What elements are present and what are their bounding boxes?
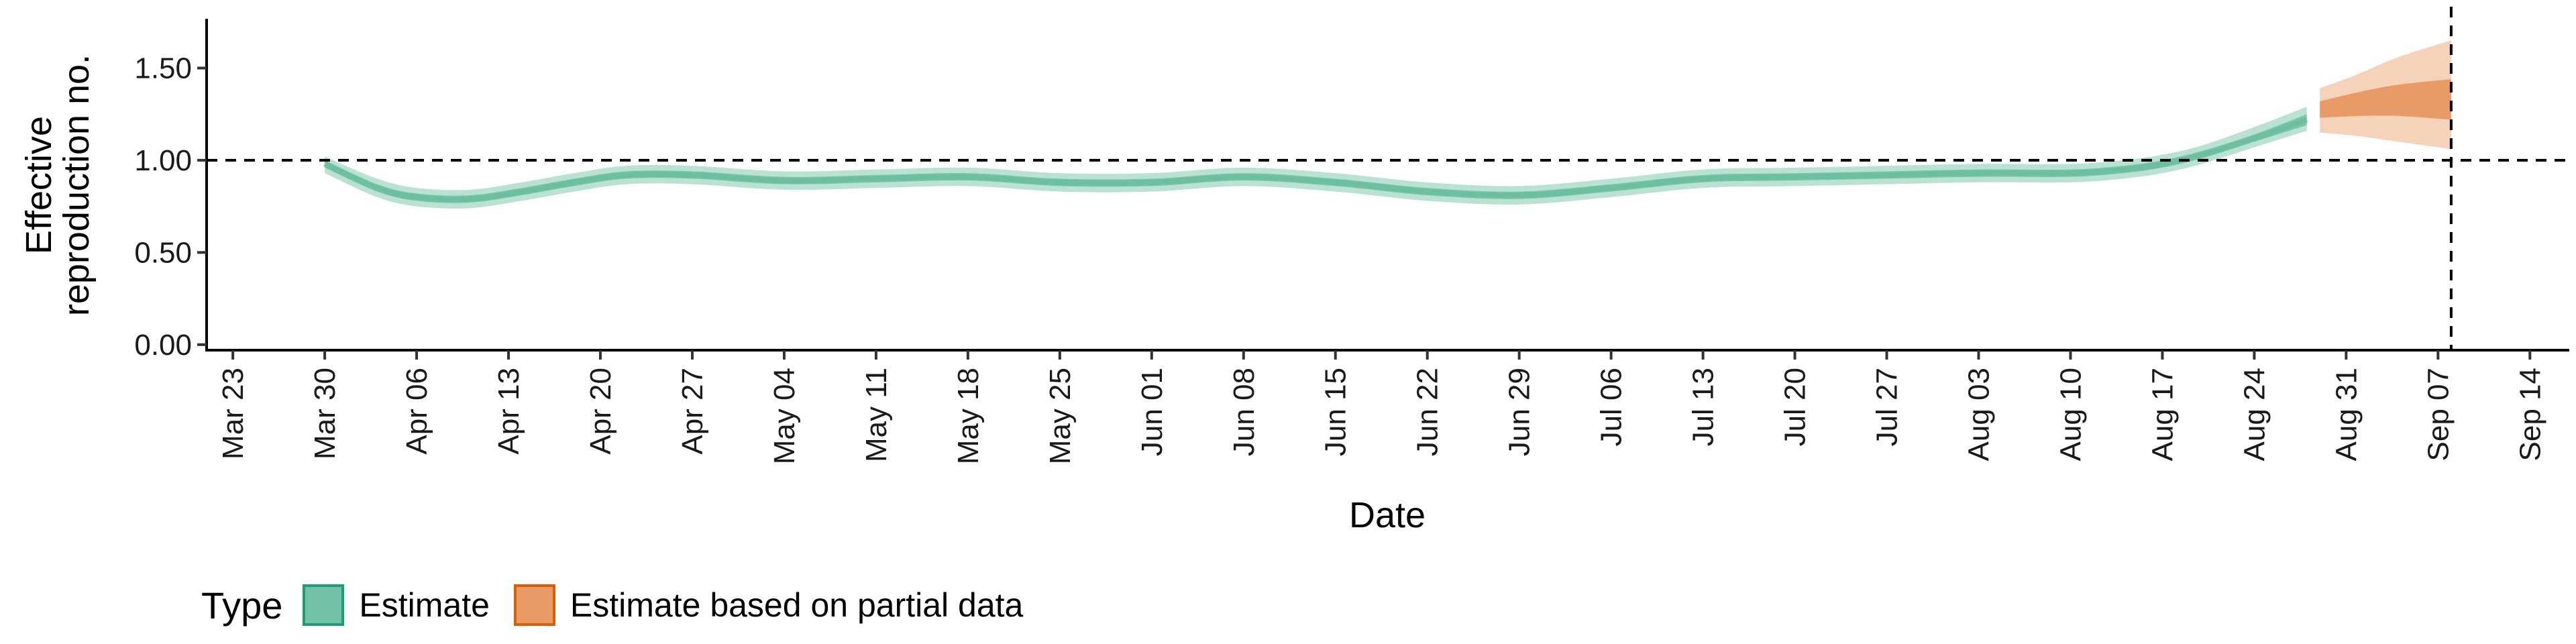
y-tick-label: 0.00 <box>134 329 192 362</box>
x-tick-label: Apr 20 <box>584 368 617 455</box>
x-tick-label: Jul 13 <box>1687 368 1720 446</box>
x-tick-label: Aug 17 <box>2146 368 2179 461</box>
x-tick-label: Jul 27 <box>1871 368 1904 446</box>
legend-item-estimate: Estimate <box>303 584 490 626</box>
x-tick-label: Jun 08 <box>1228 368 1260 456</box>
x-tick-label: Jun 01 <box>1136 368 1169 456</box>
band-90-estimate <box>325 107 2307 209</box>
x-tick-label: Aug 24 <box>2238 368 2271 461</box>
series-lines <box>323 117 2308 203</box>
legend-title: Type <box>201 584 283 627</box>
x-tick-label: Apr 27 <box>676 368 709 455</box>
chart: 0.00 0.50 1.00 1.50 Mar 23 Mar 30 Apr 06 Apr 1… <box>19 7 2569 535</box>
median-line-estimate <box>323 117 2308 203</box>
band-50-partial <box>2320 78 2451 120</box>
legend-item-partial: Estimate based on partial data <box>513 584 1024 626</box>
series-bands <box>325 40 2451 209</box>
x-tick-label: Mar 30 <box>309 368 341 460</box>
x-tick-label: Sep 14 <box>2514 368 2546 461</box>
x-tick-label: Apr 06 <box>400 368 433 455</box>
x-tick-label: Apr 13 <box>492 368 525 455</box>
legend-key-estimate <box>303 584 345 626</box>
x-tick-label: Aug 10 <box>2054 368 2087 461</box>
x-tick-label: Jun 15 <box>1320 368 1352 456</box>
x-axis-ticks: Mar 23 Mar 30 Apr 06 Apr 13 Apr 20 Apr 27 May … <box>217 350 2546 464</box>
legend-label-estimate: Estimate <box>359 586 490 624</box>
legend: Type Estimate Estimate based on partial … <box>201 578 1030 632</box>
x-axis-title: Date <box>1349 495 1426 535</box>
y-tick-label: 1.00 <box>134 144 192 177</box>
x-tick-label: Jul 06 <box>1595 368 1628 446</box>
x-tick-label: Aug 03 <box>1963 368 1996 461</box>
x-tick-label: May 25 <box>1044 368 1077 464</box>
y-tick-label: 0.50 <box>134 236 192 269</box>
x-tick-label: Sep 07 <box>2422 368 2455 461</box>
legend-label-partial: Estimate based on partial data <box>570 586 1024 624</box>
x-tick-label: Jun 22 <box>1411 368 1444 456</box>
y-axis-ticks: 0.00 0.50 1.00 1.50 <box>134 52 207 362</box>
x-tick-label: Aug 31 <box>2330 368 2363 461</box>
legend-key-partial <box>513 584 555 626</box>
reference-lines <box>207 7 2569 350</box>
x-tick-label: Mar 23 <box>217 368 250 460</box>
x-tick-label: May 18 <box>952 368 985 464</box>
x-tick-label: May 11 <box>860 368 893 462</box>
x-tick-label: Jul 20 <box>1779 368 1812 446</box>
x-tick-label: May 04 <box>768 368 801 464</box>
y-axis-title: Effectivereproduction no. <box>19 54 97 316</box>
y-tick-label: 1.50 <box>134 52 192 85</box>
x-tick-label: Jun 29 <box>1503 368 1536 456</box>
